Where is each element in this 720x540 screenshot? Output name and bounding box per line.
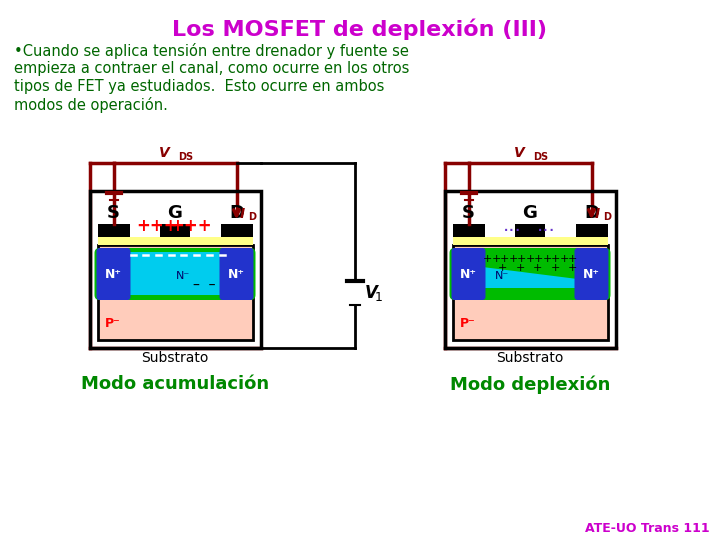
Text: +: + [568, 263, 577, 273]
Text: D: D [603, 212, 611, 222]
Text: +: + [498, 263, 507, 273]
Text: +: + [559, 254, 569, 264]
Text: 1: 1 [375, 291, 383, 304]
Text: N⁺: N⁺ [460, 267, 477, 280]
Text: I: I [595, 207, 600, 221]
Bar [97, 224, 130, 237]
FancyBboxPatch shape [449, 248, 611, 300]
Text: N⁺: N⁺ [583, 267, 600, 280]
FancyBboxPatch shape [94, 248, 256, 300]
Text: +: + [517, 254, 526, 264]
Bar [89, 191, 261, 348]
Text: D: D [248, 212, 256, 222]
Text: S: S [462, 204, 475, 222]
Bar [515, 224, 545, 237]
Text: +++: +++ [170, 217, 212, 235]
Text: +: + [526, 254, 535, 264]
Bar [444, 191, 616, 348]
Text: +: + [533, 263, 542, 273]
Text: P⁻: P⁻ [459, 317, 475, 330]
Text: V: V [365, 284, 378, 301]
Text: N⁻: N⁻ [176, 271, 190, 281]
Text: +: + [491, 254, 500, 264]
Bar [452, 245, 608, 340]
Text: DS: DS [178, 152, 193, 162]
Text: +: + [516, 263, 525, 273]
Text: Los MOSFET de deplexión (III): Los MOSFET de deplexión (III) [173, 18, 547, 39]
Bar [97, 237, 253, 245]
Text: +: + [551, 254, 560, 264]
Text: Substrato: Substrato [141, 351, 209, 365]
Text: empieza a contraer el canal, como ocurre en los otros: empieza a contraer el canal, como ocurre… [14, 61, 410, 76]
FancyBboxPatch shape [220, 248, 253, 300]
FancyBboxPatch shape [451, 248, 485, 300]
Text: DS: DS [533, 152, 548, 162]
Text: +: + [508, 254, 518, 264]
Text: V: V [159, 146, 170, 160]
Bar [452, 237, 608, 245]
Text: Modo deplexión: Modo deplexión [450, 375, 610, 394]
Text: +: + [534, 254, 543, 264]
Text: P⁻: P⁻ [104, 317, 120, 330]
FancyBboxPatch shape [125, 252, 225, 295]
Bar [452, 224, 485, 237]
Text: N⁺: N⁺ [105, 267, 122, 280]
Text: modos de operación.: modos de operación. [14, 97, 168, 113]
Text: Modo acumulación: Modo acumulación [81, 375, 269, 393]
Text: +: + [550, 263, 559, 273]
Text: +: + [568, 254, 577, 264]
Text: –  –: – – [193, 278, 216, 292]
Bar [575, 224, 608, 237]
Bar [97, 245, 253, 340]
Text: •Cuando se aplica tensión entre drenador y fuente se: •Cuando se aplica tensión entre drenador… [14, 43, 409, 59]
Text: +: + [542, 254, 552, 264]
Text: N⁻: N⁻ [495, 271, 509, 281]
Text: ATE-UO Trans 111: ATE-UO Trans 111 [585, 522, 710, 535]
Text: ...: ... [536, 216, 555, 235]
Text: V: V [514, 146, 525, 160]
FancyBboxPatch shape [96, 248, 130, 300]
Text: G: G [523, 204, 537, 222]
Text: +: + [500, 254, 509, 264]
Polygon shape [482, 267, 577, 288]
Text: ...: ... [503, 216, 521, 235]
Text: N⁺: N⁺ [228, 267, 245, 280]
Text: tipos de FET ya estudiados.  Esto ocurre en ambos: tipos de FET ya estudiados. Esto ocurre … [14, 79, 384, 94]
Text: G: G [168, 204, 182, 222]
Bar [220, 224, 253, 237]
Text: Substrato: Substrato [496, 351, 564, 365]
Text: D: D [584, 204, 599, 222]
Text: +++: +++ [136, 217, 178, 235]
Text: D: D [229, 204, 244, 222]
Text: I: I [240, 207, 245, 221]
Text: S: S [107, 204, 120, 222]
Bar [160, 224, 190, 237]
FancyBboxPatch shape [575, 248, 608, 300]
Text: +: + [483, 254, 492, 264]
